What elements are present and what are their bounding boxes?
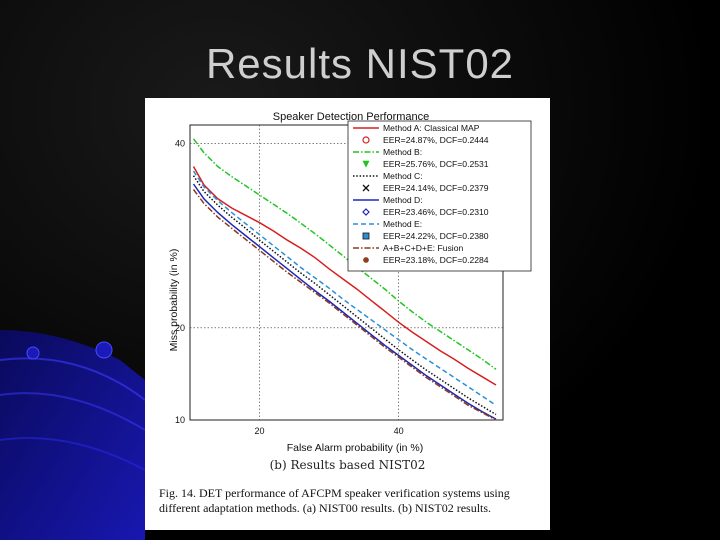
chart-title: Speaker Detection Performance — [273, 111, 430, 123]
legend-series-name: Method D: — [383, 195, 423, 205]
legend-marker-2 — [362, 160, 370, 168]
figure-caption: Fig. 14. DET performance of AFCPM speake… — [159, 486, 510, 515]
x-tick-label: 20 — [255, 426, 265, 436]
y-tick-label: 20 — [175, 323, 185, 333]
legend-series-name: Method E: — [383, 219, 422, 229]
series-line-6 — [192, 189, 497, 421]
series-line-4 — [192, 183, 497, 420]
legend-eer-label: EER=24.14%, DCF=0.2379 — [383, 183, 489, 193]
legend-eer-label: EER=24.22%, DCF=0.2380 — [383, 231, 489, 241]
legend-eer-label: EER=24.87%, DCF=0.2444 — [383, 135, 489, 145]
legend-marker-4 — [362, 208, 370, 216]
legend-eer-label: EER=23.18%, DCF=0.2284 — [383, 255, 489, 265]
y-tick-label: 40 — [175, 138, 185, 148]
x-tick-label: 40 — [394, 426, 404, 436]
legend-series-name: Method A: Classical MAP — [383, 123, 480, 133]
y-axis-label: Miss probability (in %) — [168, 249, 180, 352]
legend-box — [347, 120, 532, 272]
series-line-5 — [192, 170, 497, 406]
legend-series-name: Method B: — [383, 147, 422, 157]
series-line-1 — [192, 166, 497, 386]
legend-eer-label: EER=25.76%, DCF=0.2531 — [383, 159, 489, 169]
legend-series-name: A+B+C+D+E: Fusion — [383, 243, 463, 253]
figure-card: Speaker Detection Performance Miss proba… — [145, 98, 550, 530]
det-chart: Speaker Detection Performance Miss proba… — [168, 111, 532, 454]
figure-subcaption: (b) Results based NIST02 — [269, 458, 426, 472]
legend-series-name: Method C: — [383, 171, 423, 181]
y-tick-label: 10 — [175, 415, 185, 425]
legend-marker-6 — [363, 257, 369, 263]
x-axis-label: False Alarm probability (in %) — [287, 442, 424, 454]
legend-eer-label: EER=23.46%, DCF=0.2310 — [383, 207, 489, 217]
slide-title: Results NIST02 — [205, 40, 515, 87]
legend-marker-3 — [362, 184, 370, 192]
legend-marker-1 — [362, 136, 370, 144]
legend-marker-5 — [362, 232, 370, 240]
series-line-3 — [192, 175, 497, 416]
series-line-2 — [192, 138, 497, 370]
